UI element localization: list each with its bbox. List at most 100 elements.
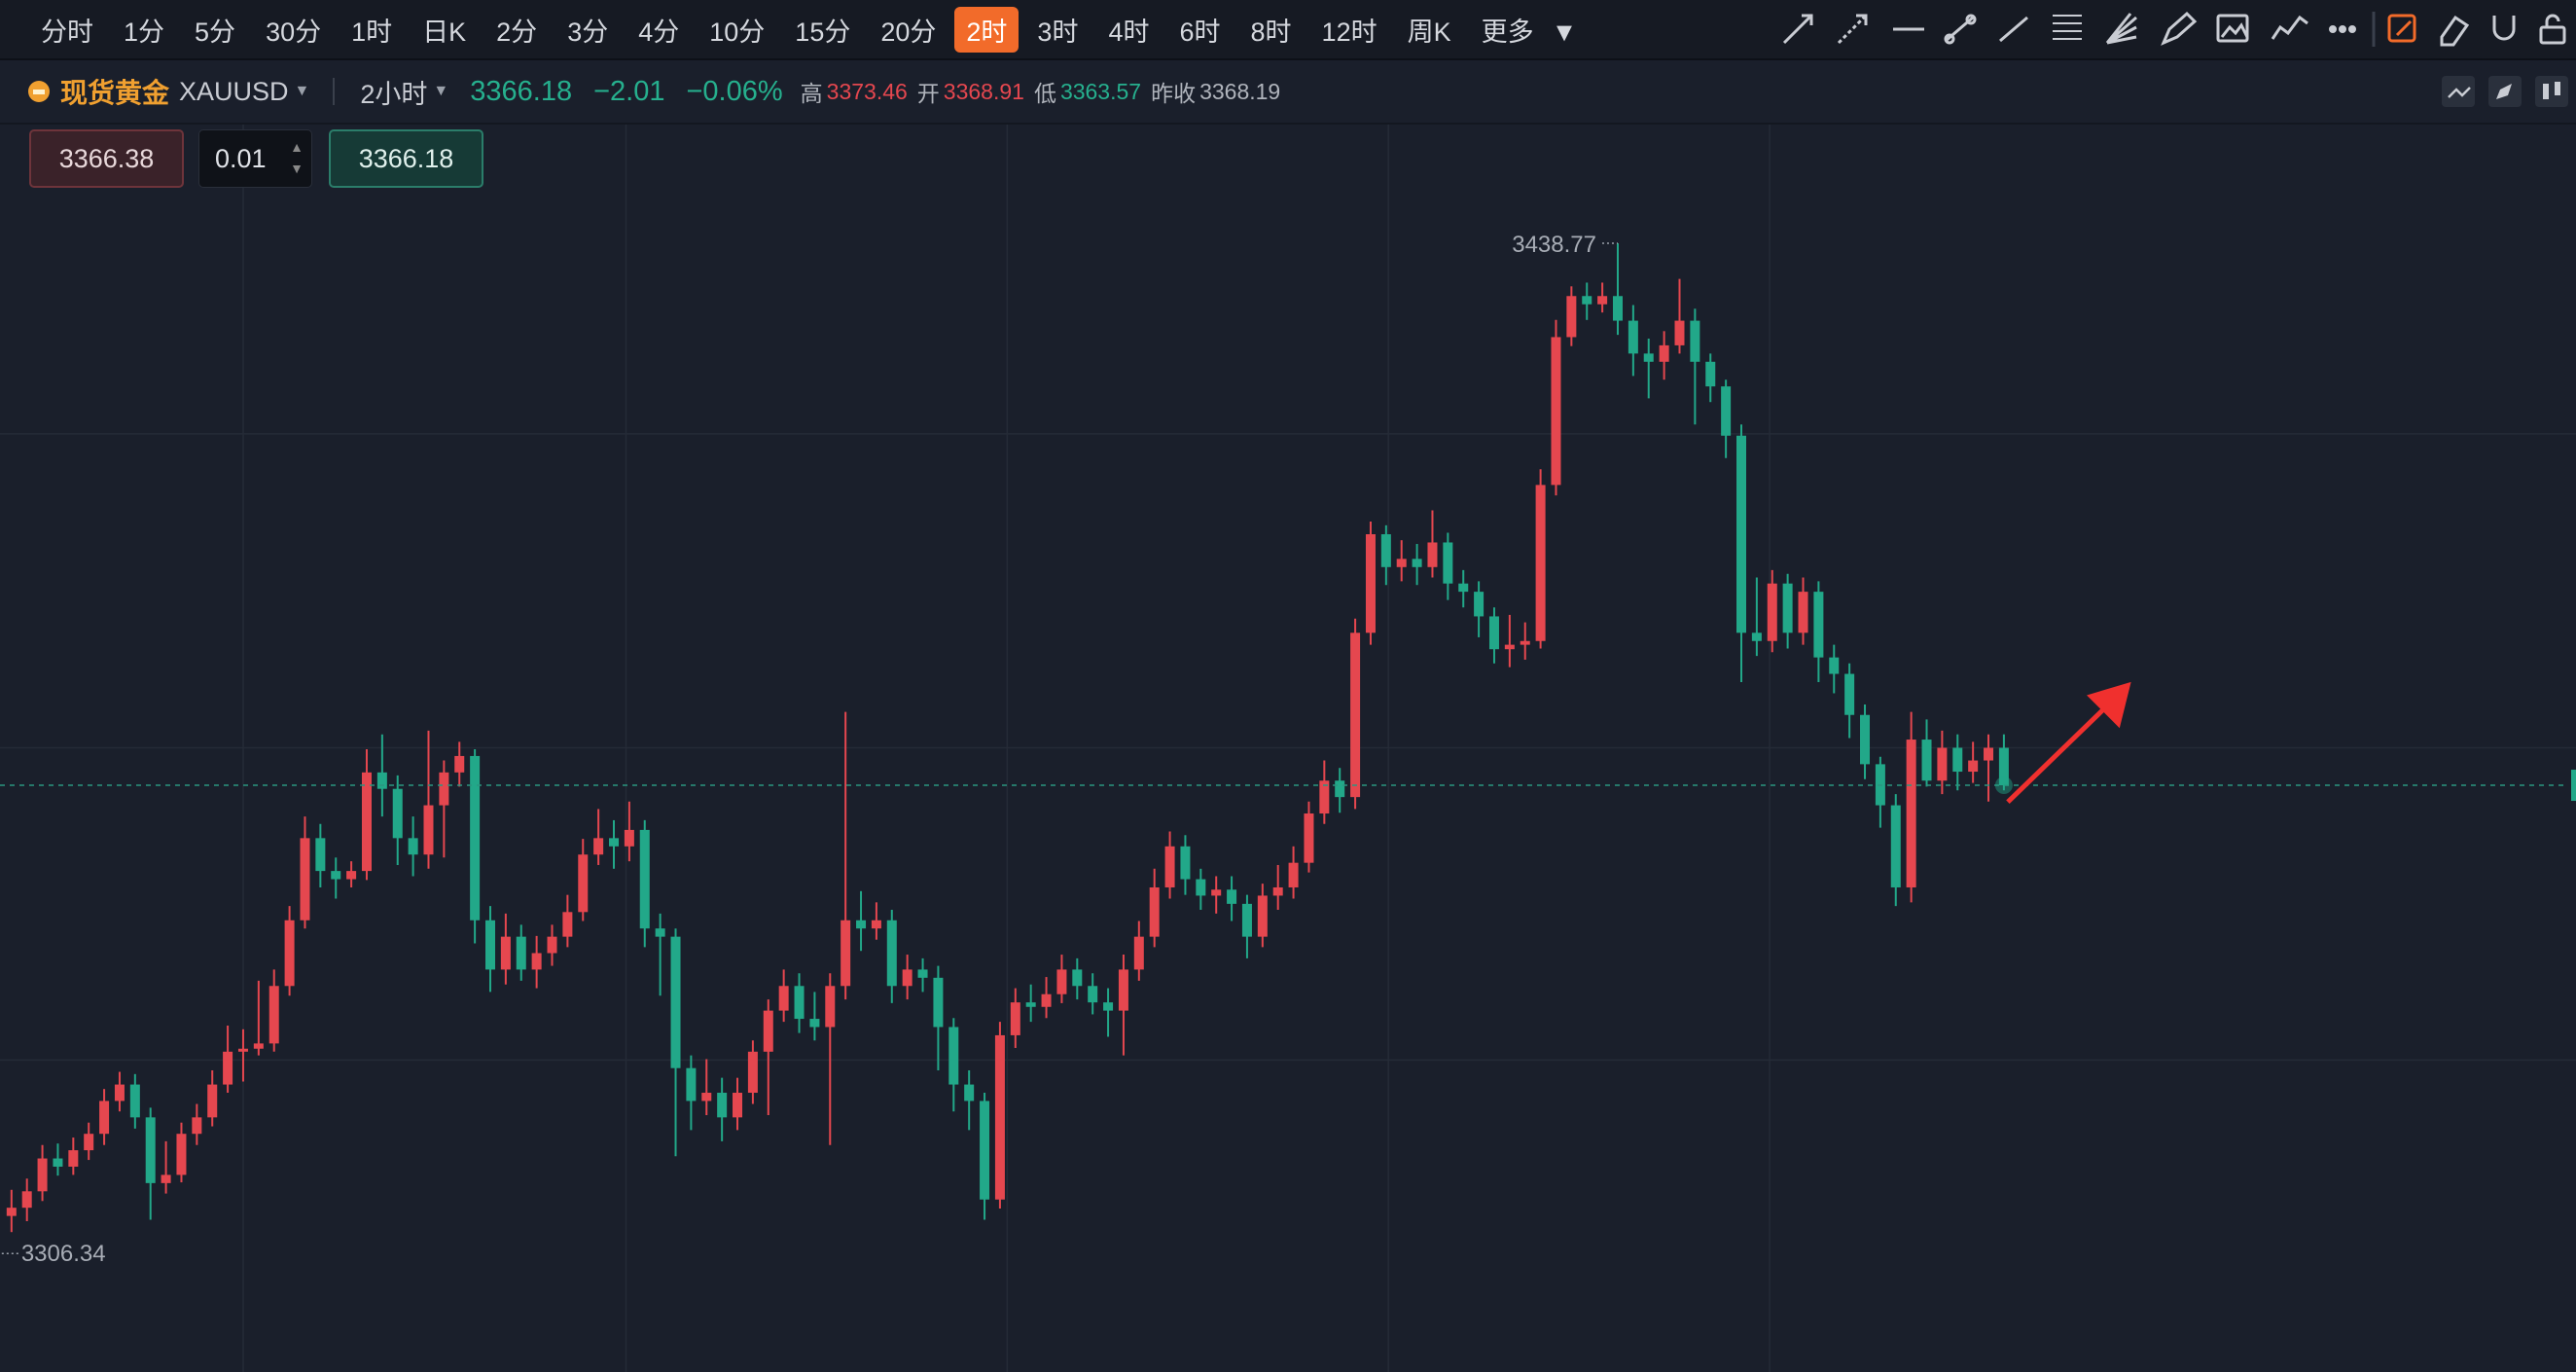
candle-body xyxy=(717,1093,728,1118)
interval-tab[interactable]: 10分 xyxy=(709,17,766,47)
candle-body xyxy=(1937,747,1948,781)
quantity-input[interactable]: 0.01 ▲ ▼ xyxy=(198,129,312,188)
drawing-tools xyxy=(1782,11,2566,47)
interval-tab[interactable]: 周K xyxy=(1407,17,1451,47)
candle-body xyxy=(1335,780,1345,798)
last-price: 3366.18 xyxy=(470,75,573,107)
candle-body xyxy=(1257,895,1268,937)
candle-body xyxy=(1412,559,1422,567)
candle-body xyxy=(933,977,944,1028)
candle-body xyxy=(1072,969,1083,987)
candle-body xyxy=(871,920,881,929)
candle-body xyxy=(392,788,403,839)
candle-body xyxy=(1380,534,1391,567)
ask-button[interactable]: 3366.18 xyxy=(329,129,483,188)
interval-tab[interactable]: 6时 xyxy=(1179,17,1221,47)
candle-body xyxy=(778,986,789,1011)
interval-tab[interactable]: 分时 xyxy=(41,17,93,47)
candle-body xyxy=(1890,805,1901,887)
candle-body xyxy=(223,1051,233,1085)
last-price-glow xyxy=(1994,776,2013,795)
interval-tab[interactable]: 3时 xyxy=(1037,17,1079,47)
candle-body xyxy=(1118,969,1128,1011)
candle-body xyxy=(1010,1002,1020,1035)
interval-tab[interactable]: 2分 xyxy=(496,17,538,47)
change-pct: −0.06% xyxy=(686,75,783,107)
candle-body xyxy=(763,1010,773,1052)
candle-body xyxy=(809,1019,820,1028)
candle-body xyxy=(1211,889,1222,896)
interval-tab[interactable]: 2时 xyxy=(954,6,1020,53)
candle-body xyxy=(1705,361,1716,387)
caret: ▼ xyxy=(294,83,310,99)
candle-body xyxy=(1968,760,1979,773)
interval-tab[interactable]: 3分 xyxy=(567,17,609,47)
interval-tab[interactable]: 20分 xyxy=(880,17,937,47)
candle-body xyxy=(1304,813,1314,863)
candle-body xyxy=(1844,673,1855,715)
interval-tab[interactable]: 1时 xyxy=(351,17,393,47)
candle-body xyxy=(1164,846,1175,887)
interval-tab[interactable]: 5分 xyxy=(195,17,236,47)
interval-tab[interactable]: 1分 xyxy=(124,17,165,47)
stat-value: 3368.91 xyxy=(943,78,1024,104)
candle-body xyxy=(747,1051,758,1094)
candle-body xyxy=(176,1134,187,1175)
candle-body xyxy=(1149,886,1160,937)
candle-body xyxy=(1319,780,1330,814)
bid-button[interactable]: 3366.38 xyxy=(29,129,184,188)
caret: ▼ xyxy=(433,83,449,99)
candle-body xyxy=(470,755,481,921)
candle-body xyxy=(1921,740,1932,781)
candle-body xyxy=(917,969,928,978)
arrow-shaft xyxy=(2006,700,2114,805)
interval-tab[interactable]: 4分 xyxy=(638,17,680,47)
candle-body xyxy=(794,986,805,1020)
candle-body xyxy=(1227,889,1237,904)
stat-label: 昨收 xyxy=(1151,81,1197,106)
arrow-head xyxy=(2087,681,2131,729)
interval-tab[interactable]: 4时 xyxy=(1108,17,1150,47)
interval-tab[interactable]: 日K xyxy=(422,17,467,47)
high-label: 3438.77 xyxy=(1512,232,1596,258)
gold-icon xyxy=(28,81,50,102)
candle-body xyxy=(68,1150,79,1167)
candle-body xyxy=(1196,879,1206,896)
candle-body xyxy=(346,871,357,880)
period[interactable]: 2小时 xyxy=(360,79,428,109)
interval-tab[interactable]: 8时 xyxy=(1250,17,1292,47)
candle-body xyxy=(500,936,511,970)
stat-label: 低 xyxy=(1033,81,1056,106)
interval-tab[interactable]: 15分 xyxy=(795,17,851,47)
interval-tab[interactable]: 更多 ▼ xyxy=(1470,7,1608,53)
candle-body xyxy=(686,1067,697,1101)
symbol-code[interactable]: XAUUSD xyxy=(179,76,289,106)
candle-body xyxy=(99,1101,110,1135)
candle-body xyxy=(161,1174,171,1183)
symbol-name[interactable]: 现货黄金 xyxy=(60,78,170,108)
candle-body xyxy=(1597,296,1608,305)
candle-body xyxy=(994,1034,1005,1200)
candle-body xyxy=(1690,320,1700,362)
stat-value: 3368.19 xyxy=(1199,78,1281,104)
interval-tab[interactable]: 12时 xyxy=(1321,17,1377,47)
candle-body xyxy=(1751,632,1762,641)
candle-body xyxy=(516,936,526,970)
candle-body xyxy=(547,936,557,954)
candle-body xyxy=(192,1117,202,1135)
tool-icons[interactable] xyxy=(1782,11,2566,47)
candle-body xyxy=(1288,862,1299,887)
candle-body xyxy=(1396,559,1407,567)
interval-tab[interactable]: 30分 xyxy=(266,17,322,47)
caret: ▼ xyxy=(1551,17,1578,47)
symbol-header: 现货黄金 XAUUSD ▼ 2小时 ▼ 3366.18 −2.01 −0.06% 高… xyxy=(0,60,2576,125)
stepper[interactable]: ▲ ▼ xyxy=(290,139,304,176)
candle-body xyxy=(1458,583,1469,593)
candle-body xyxy=(1427,542,1438,567)
candle-body xyxy=(624,829,634,847)
candle-body xyxy=(1474,592,1485,617)
candle-body xyxy=(1025,1002,1036,1007)
candle-body xyxy=(253,1043,264,1049)
candle-body xyxy=(376,772,387,789)
